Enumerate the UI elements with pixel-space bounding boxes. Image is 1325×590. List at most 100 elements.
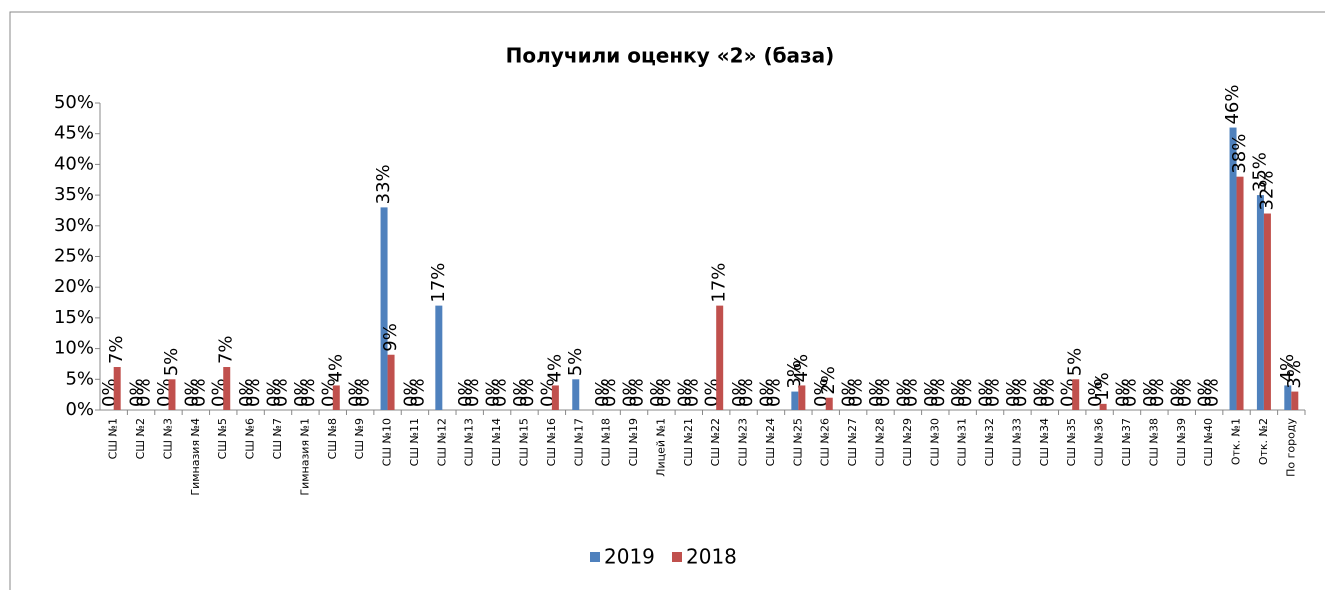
bar [1256, 195, 1264, 410]
data-label: 0% [736, 378, 757, 407]
x-tick-label: СШ №26 [819, 418, 832, 466]
x-tick-label: СШ №34 [1038, 418, 1051, 466]
data-label: 3% [1284, 360, 1305, 389]
bar [113, 367, 121, 410]
data-label: 0% [928, 378, 949, 407]
data-label: 0% [1140, 378, 1161, 407]
data-label: 0% [756, 378, 777, 407]
data-label: 0% [627, 378, 648, 407]
bar [825, 397, 833, 410]
data-label: 0% [483, 378, 504, 407]
data-label: 3% [784, 360, 805, 389]
x-tick-label: СШ №40 [1202, 418, 1215, 466]
x-tick-label: СШ №38 [1147, 418, 1160, 466]
bar [1263, 213, 1271, 410]
data-label: 0% [298, 378, 319, 407]
x-tick-label: Гимназия №1 [298, 418, 311, 496]
data-label: 0% [236, 378, 257, 407]
bar [551, 385, 559, 410]
data-label: 38% [1229, 134, 1250, 174]
y-tick-label: 15% [54, 307, 94, 328]
x-tick-label: СШ №32 [983, 418, 996, 466]
data-label: 4% [325, 354, 346, 383]
x-tick-label: СШ №24 [764, 418, 777, 466]
bar [791, 391, 799, 410]
bar [1072, 379, 1080, 410]
data-label: 0% [1195, 378, 1216, 407]
x-tick-label: СШ №7 [271, 418, 284, 459]
x-tick-label: СШ №33 [1010, 418, 1023, 466]
data-label: 0% [763, 378, 784, 407]
data-label: 0% [1167, 378, 1188, 407]
x-tick-label: СШ №6 [244, 418, 257, 459]
data-label: 0% [976, 378, 997, 407]
data-label: 0% [1003, 378, 1024, 407]
data-label: 5% [1065, 348, 1086, 377]
x-tick-label: СШ №2 [134, 418, 147, 459]
x-tick-label: СШ №16 [545, 418, 558, 466]
x-tick-label: СШ №22 [709, 418, 722, 466]
y-tick-label: 20% [54, 276, 94, 297]
data-label: 0% [455, 378, 476, 407]
data-label: 0% [353, 378, 374, 407]
data-label: 0% [599, 378, 620, 407]
data-label: 35% [1249, 152, 1270, 192]
x-tick-label: Отк. №1 [1230, 418, 1243, 465]
bar [380, 207, 388, 410]
data-label: 7% [216, 335, 237, 364]
data-label: 0% [1085, 378, 1106, 407]
data-label: 0% [647, 378, 668, 407]
x-tick-label: СШ №8 [326, 418, 339, 459]
x-tick-label: СШ №23 [737, 418, 750, 466]
data-label: 0% [900, 378, 921, 407]
data-label: 0% [1202, 378, 1223, 407]
bar [1284, 385, 1292, 410]
data-label: 0% [264, 378, 285, 407]
data-label: 0% [873, 378, 894, 407]
bar [1229, 127, 1237, 410]
data-label: 0% [893, 378, 914, 407]
y-tick-label: 45% [54, 123, 94, 144]
data-label: 0% [517, 378, 538, 407]
x-tick-label: Лицей №1 [654, 418, 667, 477]
x-tick-label: По городу [1284, 418, 1297, 477]
data-label: 4% [1277, 354, 1298, 383]
data-label: 0% [866, 378, 887, 407]
y-tick-label: 50% [54, 92, 94, 113]
data-label: 0% [407, 378, 428, 407]
data-label: 5% [161, 348, 182, 377]
x-tick-label: СШ №31 [956, 418, 969, 466]
bar [223, 367, 231, 410]
y-tick-label: 40% [54, 153, 94, 174]
chart-frame [9, 11, 1325, 590]
x-tick-label: СШ №30 [928, 418, 941, 466]
data-label: 0% [1037, 378, 1058, 407]
bar [1236, 176, 1244, 410]
data-label: 0% [271, 378, 292, 407]
data-label: 0% [291, 378, 312, 407]
data-label: 0% [983, 378, 1004, 407]
y-tick-label: 0% [65, 399, 94, 420]
data-label: 0% [400, 378, 421, 407]
y-tick-label: 5% [65, 368, 94, 389]
data-label: 0% [674, 378, 695, 407]
bar [168, 379, 176, 410]
y-tick-label: 10% [54, 338, 94, 359]
x-tick-label: СШ №37 [1120, 418, 1133, 466]
x-tick-label: СШ №12 [435, 418, 448, 466]
x-tick-label: СШ №1 [107, 418, 120, 459]
data-label: 0% [846, 378, 867, 407]
data-label: 0% [839, 378, 860, 407]
x-tick-label: СШ №29 [901, 418, 914, 466]
data-label: 32% [1256, 171, 1277, 211]
data-label: 0% [592, 378, 613, 407]
x-tick-label: СШ №36 [1093, 418, 1106, 466]
x-tick-label: СШ №13 [463, 418, 476, 466]
x-tick-label: СШ №14 [490, 418, 503, 466]
x-tick-label: СШ №3 [161, 418, 174, 459]
data-label: 0% [681, 378, 702, 407]
x-tick-label: СШ №35 [1065, 418, 1078, 466]
data-label: 2% [818, 366, 839, 395]
data-label: 0% [127, 378, 148, 407]
x-tick-label: СШ №15 [517, 418, 530, 466]
